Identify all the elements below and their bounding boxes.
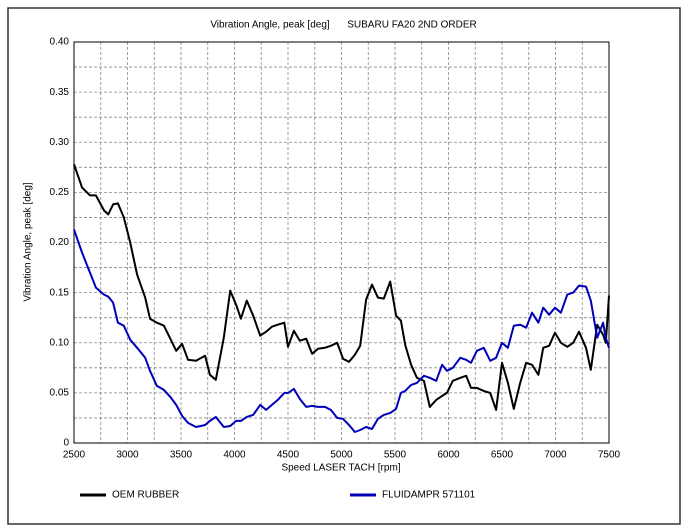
chart-title: Vibration Angle, peak [deg]: [210, 20, 330, 31]
y-tick-label: 0.20: [50, 237, 70, 248]
y-tick-label: 0.40: [50, 37, 70, 48]
chart-subtitle: SUBARU FA20 2ND ORDER: [347, 20, 476, 31]
x-tick-label: 3500: [170, 450, 193, 461]
x-tick-label: 7000: [544, 450, 567, 461]
x-tick-label: 3000: [116, 450, 139, 461]
legend-label: OEM RUBBER: [112, 490, 179, 501]
y-tick-label: 0.25: [50, 187, 70, 198]
x-tick-label: 6000: [437, 450, 460, 461]
legend-label: FLUIDAMPR 571101: [382, 490, 476, 501]
x-tick-label: 4500: [277, 450, 300, 461]
x-tick-label: 2500: [63, 450, 86, 461]
y-tick-label: 0.05: [50, 388, 70, 399]
frame: [7, 7, 681, 525]
y-tick-label: 0: [63, 438, 69, 449]
x-tick-label: 6500: [491, 450, 514, 461]
x-tick-label: 5500: [384, 450, 407, 461]
x-tick-label: 7500: [598, 450, 621, 461]
x-axis-label: Speed LASER TACH [rpm]: [281, 463, 400, 474]
plot-border: [73, 41, 610, 444]
data-line: [73, 229, 610, 433]
y-tick-label: 0.10: [50, 337, 70, 348]
y-tick-label: 0.15: [50, 287, 70, 298]
y-tick-label: 0.35: [50, 87, 70, 98]
data-line: [73, 163, 610, 411]
y-axis-label: Vibration Angle, peak [deg]: [23, 182, 34, 302]
x-tick-label: 5000: [330, 450, 353, 461]
y-tick-label: 0.30: [50, 137, 70, 148]
x-tick-label: 4000: [223, 450, 246, 461]
